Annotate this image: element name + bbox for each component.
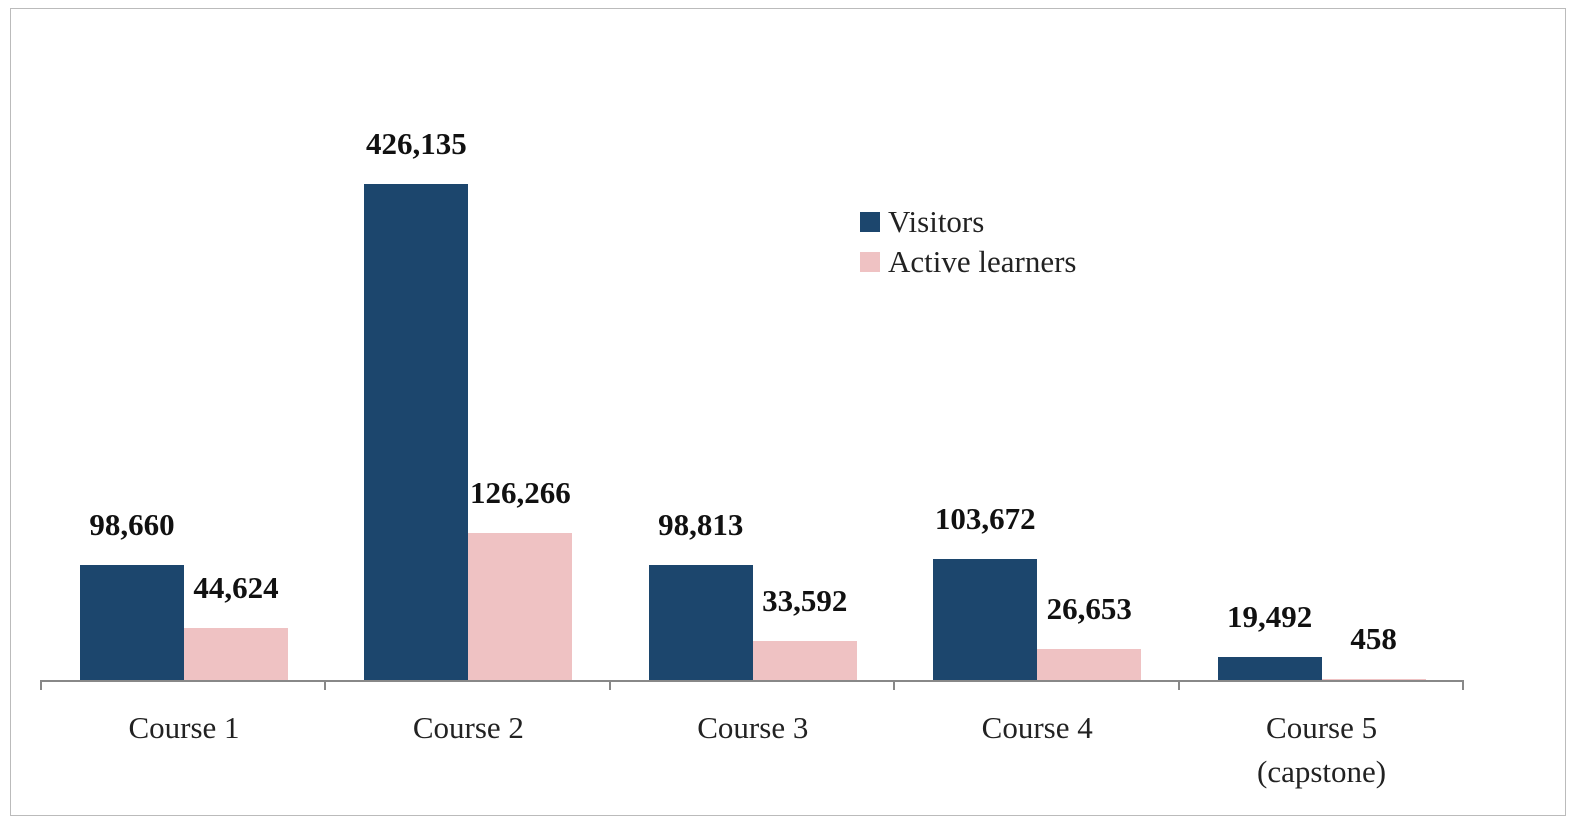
bar (468, 533, 573, 680)
bar (184, 628, 288, 680)
value-label: 26,653 (1046, 590, 1132, 626)
legend-label: Active learners (888, 244, 1077, 279)
x-tick (1462, 680, 1464, 690)
bar (1037, 648, 1142, 680)
value-label: 426,135 (366, 126, 467, 161)
x-tick-label: Course 4 (981, 710, 1093, 745)
value-label: 19,492 (1226, 599, 1313, 635)
x-tick (324, 680, 327, 690)
value-label: 98,813 (658, 506, 744, 542)
value-label: 103,672 (934, 501, 1036, 537)
value-label: 98,660 (89, 507, 175, 543)
x-tick-label: Course 1 (128, 710, 240, 745)
value-label: 126,266 (470, 475, 571, 511)
x-axis (40, 680, 1462, 682)
value-label: 44,624 (193, 570, 279, 606)
bar (80, 565, 184, 680)
bar (752, 640, 857, 680)
x-tick (893, 680, 896, 690)
x-tick-label: Course 2 (412, 710, 524, 745)
bar (648, 564, 753, 680)
legend-swatch (860, 212, 880, 232)
value-label: 458 (1350, 621, 1397, 657)
frame (10, 8, 1566, 816)
legend-swatch (860, 252, 880, 272)
x-tick (608, 680, 611, 690)
bar (364, 184, 469, 680)
x-tick-label: Course 5 (capstone) (1257, 710, 1387, 789)
x-tick (40, 680, 42, 690)
x-tick (1177, 680, 1180, 690)
bar (933, 559, 1038, 680)
bar (1321, 679, 1426, 680)
x-tick-label: Course 3 (697, 710, 809, 745)
value-label: 33,592 (762, 582, 848, 618)
bar (1217, 657, 1322, 680)
legend-label: Visitors (888, 204, 985, 239)
